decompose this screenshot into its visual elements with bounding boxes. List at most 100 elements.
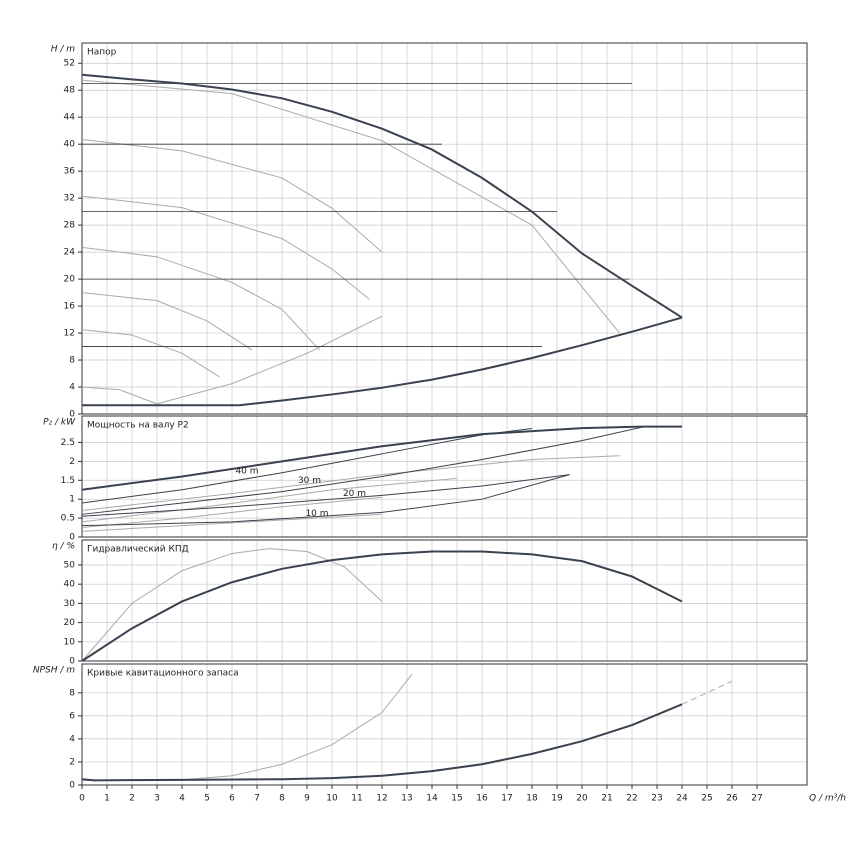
x-tick-label: 13: [401, 794, 412, 804]
y-tick-label: 2: [69, 757, 75, 767]
curve: [82, 316, 683, 407]
x-tick-label: 14: [426, 794, 438, 804]
curve: [81, 455, 620, 512]
plot-frame: [81, 539, 808, 662]
y-tick-label: 32: [64, 194, 75, 204]
y-axis-label: P₂ / kW: [43, 418, 76, 428]
x-tick-label: 1: [104, 794, 110, 804]
x-tick-label: 2: [129, 794, 135, 804]
x-tick-label: 23: [651, 794, 662, 804]
x-tick-label: 12: [376, 794, 387, 804]
x-tick-label: 16: [476, 794, 488, 804]
y-tick-label: 6: [69, 711, 75, 721]
x-tick-label: 7: [254, 794, 260, 804]
x-tick-label: 4: [179, 794, 185, 804]
curve: [81, 703, 683, 782]
x-tick-label: 6: [229, 794, 235, 804]
y-tick-label: 44: [64, 113, 76, 123]
panel-title: Кривые кавитационного запаса: [87, 669, 239, 679]
x-tick-label: 20: [576, 794, 588, 804]
panel-title: Гидравлический КПД: [87, 545, 189, 555]
y-tick-label: 50: [64, 560, 76, 570]
y-tick-label: 28: [64, 221, 76, 231]
curve: [81, 79, 620, 334]
y-tick-label: 48: [64, 86, 76, 96]
y-tick-label: 0: [69, 533, 75, 543]
x-tick-label: 27: [751, 794, 762, 804]
x-tick-label: 25: [701, 794, 712, 804]
curve: [81, 246, 320, 351]
curve: [81, 386, 158, 405]
y-tick-label: 2: [69, 457, 75, 467]
plot-frame: [81, 415, 808, 538]
x-tick-label: 9: [304, 794, 310, 804]
curve: [81, 425, 682, 491]
x-tick-label: 17: [501, 794, 512, 804]
x-tick-label: 11: [351, 794, 362, 804]
curve: [81, 292, 253, 351]
y-tick-label: 16: [64, 302, 76, 312]
curve: [81, 329, 220, 378]
curve: [156, 315, 383, 405]
x-tick-label: 0: [79, 794, 85, 804]
x-tick-label: 15: [451, 794, 462, 804]
curve: [81, 550, 683, 662]
y-tick-label: 4: [69, 734, 75, 744]
x-axis-label: Q / m³/h: [809, 794, 846, 804]
curve: [81, 513, 383, 532]
y-axis-label: H / m: [51, 45, 76, 55]
curve: [81, 496, 383, 529]
y-tick-label: 36: [64, 167, 76, 177]
curve: [81, 477, 458, 523]
y-tick-label: 40: [64, 580, 76, 590]
y-tick-label: 8: [69, 356, 75, 366]
y-tick-label: 20: [64, 275, 76, 285]
annotation: 40 m: [235, 466, 258, 476]
y-tick-label: 40: [64, 140, 76, 150]
annotation: 30 m: [298, 476, 321, 486]
x-tick-label: 3: [154, 794, 160, 804]
curve: [81, 426, 645, 515]
y-tick-label: 0: [69, 657, 75, 667]
y-tick-label: 1: [69, 495, 75, 505]
y-tick-label: 8: [69, 688, 75, 698]
plot-frame: [81, 663, 808, 786]
annotation: 10 m: [305, 509, 328, 519]
y-tick-label: 12: [64, 329, 75, 339]
x-tick-label: 5: [204, 794, 210, 804]
y-tick-label: 24: [64, 248, 76, 258]
curve: [81, 548, 383, 662]
y-tick-label: 0.5: [61, 514, 75, 524]
y-tick-label: 30: [64, 599, 76, 609]
curve: [81, 138, 383, 253]
y-tick-label: 4: [69, 383, 75, 393]
x-tick-label: 10: [326, 794, 338, 804]
x-tick-label: 19: [551, 794, 563, 804]
curve: [81, 674, 413, 781]
y-tick-label: 52: [64, 59, 75, 69]
x-tick-label: 21: [601, 794, 612, 804]
curve: [81, 73, 683, 319]
y-axis-label: NPSH / m: [33, 666, 75, 676]
curve: [81, 474, 570, 527]
y-tick-label: 0: [69, 410, 75, 420]
x-tick-label: 18: [526, 794, 538, 804]
panel-title: Напор: [87, 48, 117, 58]
y-tick-label: 1.5: [61, 476, 75, 486]
panel-title: Мощность на валу P2: [87, 421, 189, 431]
x-tick-label: 24: [676, 794, 688, 804]
y-tick-label: 2.5: [61, 438, 75, 448]
plot-frame: [81, 42, 808, 415]
annotation: 20 m: [343, 489, 366, 499]
y-axis-label: η / %: [52, 542, 75, 552]
y-tick-label: 10: [64, 637, 76, 647]
y-tick-label: 20: [64, 618, 76, 628]
x-tick-label: 26: [726, 794, 738, 804]
y-tick-label: 0: [69, 781, 75, 791]
x-tick-label: 22: [626, 794, 637, 804]
curve: [81, 474, 570, 517]
curve: [681, 680, 733, 705]
x-tick-label: 8: [279, 794, 285, 804]
